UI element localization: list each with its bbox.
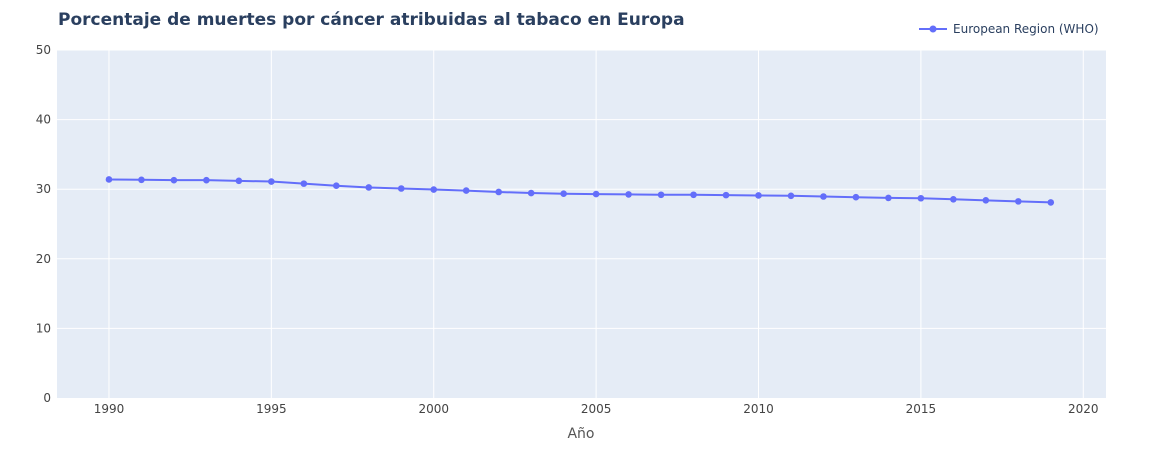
x-tick-label: 1995 — [256, 402, 287, 416]
legend-marker — [929, 25, 937, 33]
data-point[interactable] — [203, 176, 210, 184]
data-point[interactable] — [885, 194, 892, 202]
data-point[interactable] — [105, 176, 113, 183]
data-point[interactable] — [657, 191, 665, 199]
x-tick-label: 2000 — [418, 402, 449, 416]
plot-background — [57, 50, 1106, 398]
data-point[interactable] — [690, 191, 697, 199]
data-point[interactable] — [365, 184, 373, 191]
x-tick-label: 2020 — [1068, 402, 1099, 416]
data-point[interactable] — [1015, 198, 1022, 205]
y-tick-label: 30 — [36, 182, 51, 196]
y-tick-label: 20 — [36, 252, 51, 266]
legend-label: European Region (WHO) — [953, 22, 1099, 36]
data-point[interactable] — [170, 176, 178, 184]
data-point[interactable] — [138, 176, 145, 184]
x-axis-title: Año — [567, 426, 594, 442]
data-point[interactable] — [592, 190, 600, 198]
data-point[interactable] — [787, 192, 795, 200]
data-point[interactable] — [820, 193, 827, 200]
data-point[interactable] — [560, 190, 567, 198]
data-point[interactable] — [1047, 199, 1055, 206]
x-tick-label: 1990 — [94, 402, 125, 416]
chart-title: Porcentaje de muertes por cáncer atribui… — [58, 10, 685, 30]
series-group — [105, 176, 1055, 206]
grid-lines — [57, 49, 1106, 398]
series-line — [108, 178, 1051, 204]
data-point[interactable] — [235, 177, 243, 185]
data-point[interactable] — [625, 191, 632, 198]
x-tick-label: 2015 — [906, 402, 937, 416]
data-point[interactable] — [300, 180, 308, 187]
y-tick-label: 40 — [36, 113, 51, 127]
data-point[interactable] — [755, 192, 762, 199]
data-point[interactable] — [462, 187, 470, 194]
data-point[interactable] — [852, 193, 860, 201]
x-tick-label: 2005 — [581, 402, 612, 416]
legend[interactable]: European Region (WHO) — [919, 22, 1099, 36]
data-point[interactable] — [722, 191, 730, 199]
data-point[interactable] — [333, 182, 340, 190]
x-tick-label: 2010 — [743, 402, 774, 416]
data-point[interactable] — [982, 197, 990, 204]
data-point[interactable] — [268, 178, 275, 185]
data-point[interactable] — [950, 195, 957, 203]
data-point[interactable] — [430, 186, 438, 193]
data-point[interactable] — [527, 189, 535, 197]
y-tick-label: 50 — [36, 43, 51, 57]
data-point[interactable] — [495, 188, 502, 196]
data-point[interactable] — [917, 194, 925, 202]
y-tick-label: 10 — [36, 321, 51, 335]
data-point[interactable] — [397, 185, 405, 192]
y-tick-label: 0 — [43, 391, 51, 405]
y-axis-ticks: 0 10 20 30 40 50 — [36, 43, 51, 405]
x-axis-ticks: 1990 1995 2000 2005 2010 2015 2020 — [94, 402, 1099, 416]
